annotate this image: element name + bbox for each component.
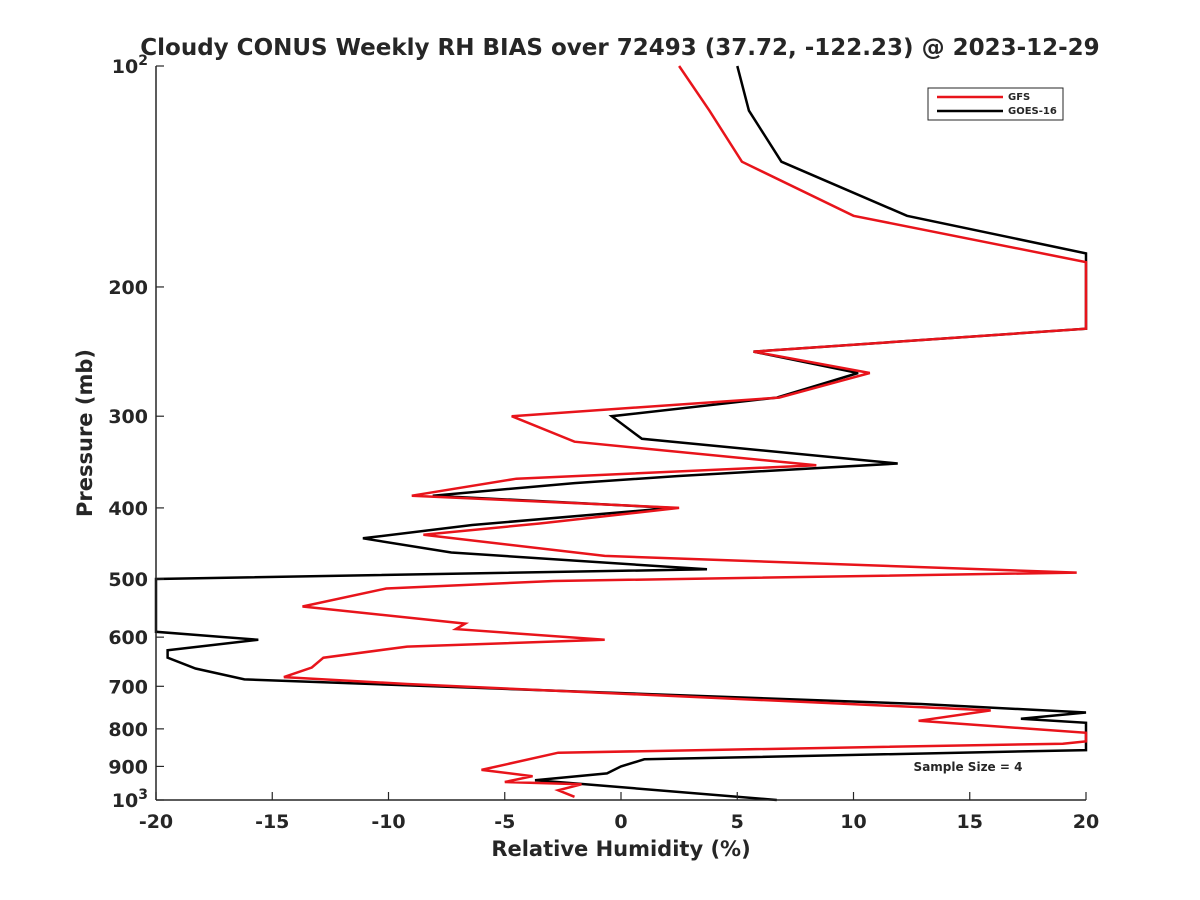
y-ticks: 102 200 300 400 500 600 700 800 900 103: [108, 53, 164, 812]
legend: GFS GOES-16: [927, 87, 1064, 121]
y-tick-label: 102: [112, 53, 148, 78]
chart-title: Cloudy CONUS Weekly RH BIAS over 72493 (…: [140, 35, 1099, 61]
y-tick-label: 300: [108, 406, 148, 428]
x-tick-label: -15: [255, 811, 289, 833]
legend-box: [927, 87, 1064, 121]
series-layer: [154, 65, 1088, 802]
x-ticks: -20 -15 -10 -5 0 5 10 15 20: [139, 792, 1099, 833]
y-tick-label: 500: [108, 569, 148, 591]
x-tick-label: -10: [371, 811, 405, 833]
x-tick-label: 5: [731, 811, 744, 833]
y-tick-label: 600: [108, 627, 148, 649]
x-tick-label: -20: [139, 811, 173, 833]
legend-label-goes-16: GOES-16: [1008, 106, 1057, 117]
y-tick-label: 103: [112, 787, 148, 812]
x-tick-label: -5: [494, 811, 515, 833]
y-tick-label: 400: [108, 498, 148, 520]
y-tick-label: 700: [108, 676, 148, 698]
series-line-gfs: [283, 65, 1088, 798]
y-tick-label: 200: [108, 277, 148, 299]
x-tick-label: 20: [1073, 811, 1099, 833]
x-tick-label: 15: [957, 811, 983, 833]
x-axis-label: Relative Humidity (%): [491, 837, 750, 861]
x-tick-label: 10: [840, 811, 866, 833]
sample-size-annotation: Sample Size = 4: [914, 760, 1023, 774]
legend-label-gfs: GFS: [1008, 92, 1030, 103]
y-tick-label: 900: [108, 756, 148, 778]
y-tick-label: 800: [108, 719, 148, 741]
plot-area: [156, 66, 1086, 800]
x-tick-label: 0: [614, 811, 627, 833]
y-axis-label: Pressure (mb): [73, 349, 97, 517]
